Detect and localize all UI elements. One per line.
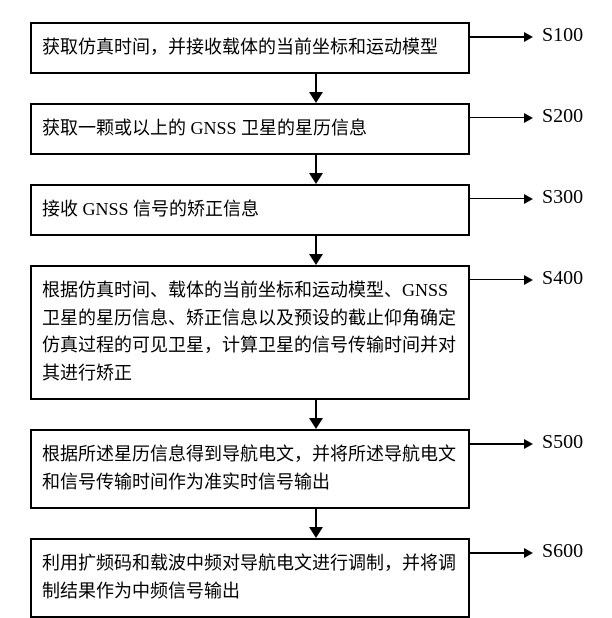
step-row: 根据仿真时间、载体的当前坐标和运动模型、GNSS卫星的星历信息、矫正信息以及预设… [30,265,602,401]
step-id-label: S400 [542,267,583,290]
lead-line [470,36,524,38]
gnss-flowchart: 获取仿真时间，并接收载体的当前坐标和运动模型 S100 获取一颗或以上的 GNSS … [30,22,602,618]
lead-arrowhead-icon [524,113,533,123]
lead-arrowhead-icon [524,548,533,558]
lead-line [470,552,524,554]
lead-line [470,443,524,445]
step-row: 接收 GNSS 信号的矫正信息 S300 [30,184,602,236]
lead-arrowhead-icon [524,275,533,285]
step-id-label: S500 [542,431,583,454]
lead-line [470,279,524,281]
flow-step-box: 根据仿真时间、载体的当前坐标和运动模型、GNSS卫星的星历信息、矫正信息以及预设… [30,265,470,401]
down-arrow-icon [96,509,536,538]
flow-step-box: 接收 GNSS 信号的矫正信息 [30,184,470,236]
down-arrow-icon [96,400,536,429]
lead-line [470,198,524,200]
step-row: 获取一颗或以上的 GNSS 卫星的星历信息 S200 [30,103,602,155]
down-arrow-icon [96,155,536,184]
flow-step-box: 获取仿真时间，并接收载体的当前坐标和运动模型 [30,22,470,74]
step-row: 获取仿真时间，并接收载体的当前坐标和运动模型 S100 [30,22,602,74]
step-id-label: S600 [542,540,583,563]
step-id-label: S100 [542,24,583,47]
flow-step-box: 根据所述星历信息得到导航电文，并将所述导航电文和信号传输时间作为准实时信号输出 [30,429,470,509]
step-id-label: S200 [542,105,583,128]
step-id-label: S300 [542,186,583,209]
flow-step-box: 获取一颗或以上的 GNSS 卫星的星历信息 [30,103,470,155]
lead-arrowhead-icon [524,439,533,449]
lead-arrowhead-icon [524,32,533,42]
step-row: 根据所述星历信息得到导航电文，并将所述导航电文和信号传输时间作为准实时信号输出 S… [30,429,602,509]
down-arrow-icon [96,236,536,265]
lead-arrowhead-icon [524,194,533,204]
down-arrow-icon [96,74,536,103]
lead-line [470,117,524,119]
